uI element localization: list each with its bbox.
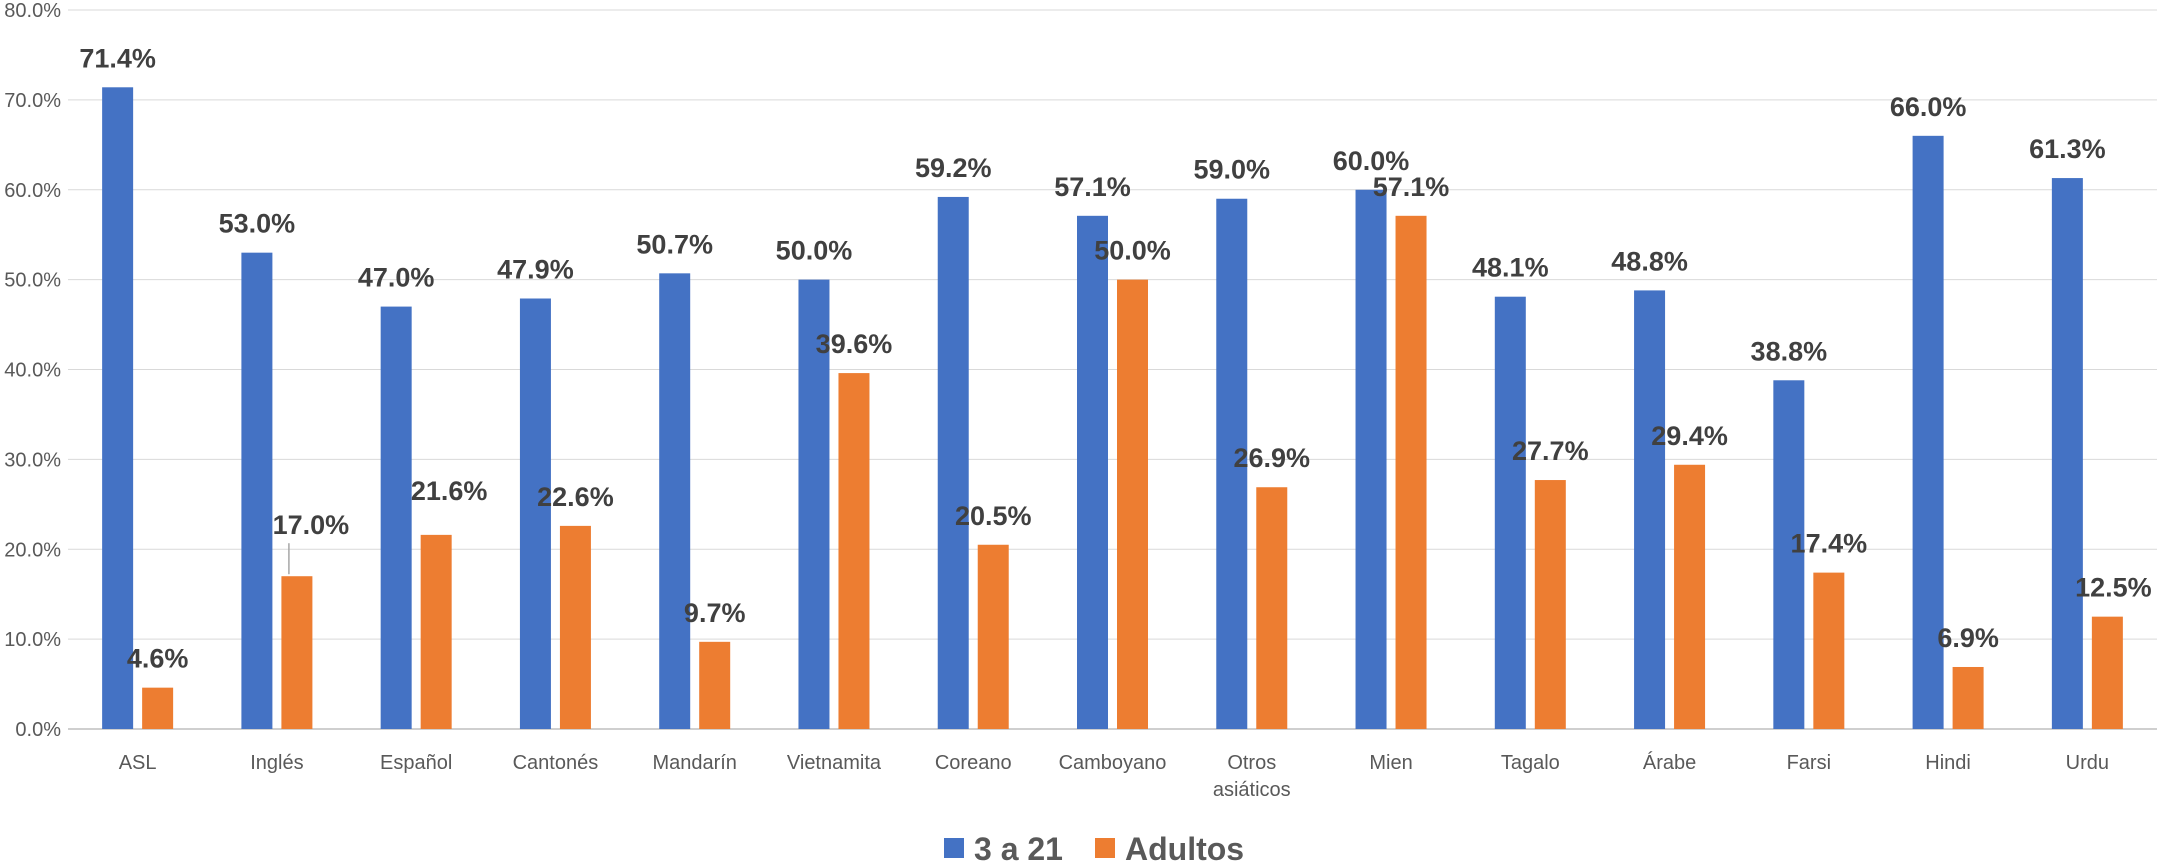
data-label-3-a-21: 71.4% [79, 43, 156, 73]
x-axis: ASL Inglés Español Cantonés Mandarín Vietnami… [119, 751, 2109, 801]
data-label-adultos: 4.6% [127, 644, 189, 674]
y-tick-label: 40.0% [4, 360, 61, 382]
data-label-3-a-21: 60.0% [1333, 146, 1410, 176]
data-label-adultos: 50.0% [1094, 236, 1171, 266]
bar-adultos [1395, 215, 1427, 730]
bars [102, 87, 2123, 730]
bar-adultos [559, 525, 591, 729]
data-label-adultos: 21.6% [411, 476, 488, 506]
y-tick-label: 30.0% [4, 449, 61, 471]
data-label-3-a-21: 57.1% [1054, 172, 1131, 202]
data-label-adultos: 17.4% [1791, 529, 1868, 559]
data-label-adultos: 29.4% [1651, 421, 1728, 451]
bar-adultos [1952, 666, 1984, 729]
category-label: Otros asiáticos [1213, 752, 1291, 801]
category-label: Árabe [1643, 751, 1696, 774]
bar-3-a-21 [798, 279, 830, 729]
bar-adultos [1534, 480, 1566, 729]
category-label: Urdu [2066, 752, 2109, 774]
data-label-adultos: 57.1% [1373, 172, 1450, 202]
data-label-adultos: 39.6% [816, 329, 893, 359]
bar-3-a-21 [2051, 178, 2083, 729]
y-tick-label: 20.0% [4, 539, 61, 561]
bar-adultos [281, 576, 313, 729]
data-label-adultos: 22.6% [537, 482, 614, 512]
bar-3-a-21 [519, 298, 551, 729]
legend-swatch [944, 838, 964, 858]
bar-3-a-21 [659, 273, 691, 729]
category-label: Inglés [250, 752, 303, 774]
data-label-adultos: 17.0% [273, 510, 350, 540]
category-label: Mandarín [652, 752, 737, 774]
y-tick-label: 60.0% [4, 180, 61, 202]
bar-adultos [420, 534, 452, 729]
y-tick-label: 80.0% [4, 0, 61, 22]
bar-3-a-21 [1077, 215, 1108, 730]
data-label-3-a-21: 50.0% [776, 236, 853, 266]
data-labels: 71.4% 4.6% 53.0% 17.0% 47.0% 21.6% 47.9% 22.6% 5… [79, 43, 2151, 673]
category-label: Mien [1369, 752, 1412, 774]
data-label-adultos: 6.9% [1937, 623, 1999, 653]
category-label: Español [380, 752, 452, 774]
bar-3-a-21 [1355, 189, 1387, 729]
legend-label: Adultos [1125, 831, 1244, 867]
bar-3-a-21 [1634, 290, 1666, 729]
data-label-3-a-21: 61.3% [2029, 134, 2106, 164]
bar-3-a-21 [1216, 198, 1248, 730]
data-label-3-a-21: 48.1% [1472, 253, 1549, 283]
y-tick-label: 10.0% [4, 629, 61, 651]
bar-adultos [838, 373, 870, 729]
bar-3-a-21 [1773, 380, 1805, 729]
category-label: Vietnamita [787, 752, 882, 774]
data-label-3-a-21: 47.0% [358, 263, 435, 293]
category-label: Tagalo [1501, 752, 1560, 774]
data-label-adultos: 20.5% [955, 501, 1032, 531]
category-label: Camboyano [1059, 752, 1167, 774]
data-label-3-a-21: 47.9% [497, 254, 574, 284]
bar-adultos [1256, 487, 1288, 729]
data-label-adultos: 26.9% [1233, 443, 1310, 473]
category-label: Cantonés [513, 752, 599, 774]
data-label-3-a-21: 38.8% [1751, 336, 1828, 366]
bar-adultos [142, 687, 174, 729]
legend-label: 3 a 21 [974, 831, 1063, 867]
y-tick-label: 50.0% [4, 270, 61, 292]
data-label-adultos: 9.7% [684, 598, 746, 628]
bar-adultos [977, 544, 1009, 729]
bar-3-a-21 [241, 252, 273, 729]
gridlines [68, 9, 2157, 730]
bar-adultos [1813, 572, 1845, 729]
y-axis: 0.0% 10.0% 20.0% 30.0% 40.0% 50.0% 60.0% 70.0% 8… [4, 0, 61, 741]
y-tick-label: 70.0% [4, 90, 61, 112]
category-label: Hindi [1925, 752, 1971, 774]
data-label-adultos: 12.5% [2075, 573, 2152, 603]
bar-adultos [1117, 279, 1148, 729]
data-label-3-a-21: 66.0% [1890, 92, 1967, 122]
legend: 3 a 21 Adultos [944, 831, 1244, 867]
y-tick-label: 0.0% [15, 719, 61, 741]
bar-3-a-21 [1494, 296, 1526, 729]
bar-3-a-21 [102, 87, 134, 730]
data-label-3-a-21: 50.7% [636, 229, 713, 259]
category-label: Farsi [1787, 752, 1831, 774]
data-label-3-a-21: 48.8% [1611, 246, 1688, 276]
category-label: ASL [119, 752, 157, 774]
bar-3-a-21 [1912, 135, 1944, 729]
bar-adultos [2091, 616, 2123, 729]
data-label-adultos: 27.7% [1512, 436, 1589, 466]
data-label-3-a-21: 53.0% [219, 209, 296, 239]
data-label-3-a-21: 59.0% [1193, 155, 1270, 185]
category-label: Coreano [935, 752, 1012, 774]
data-label-3-a-21: 59.2% [915, 153, 992, 183]
bar-3-a-21 [937, 196, 969, 729]
bar-3-a-21 [380, 306, 412, 729]
bar-adultos [699, 641, 731, 729]
bar-adultos [1674, 464, 1706, 729]
legend-swatch [1095, 838, 1115, 858]
